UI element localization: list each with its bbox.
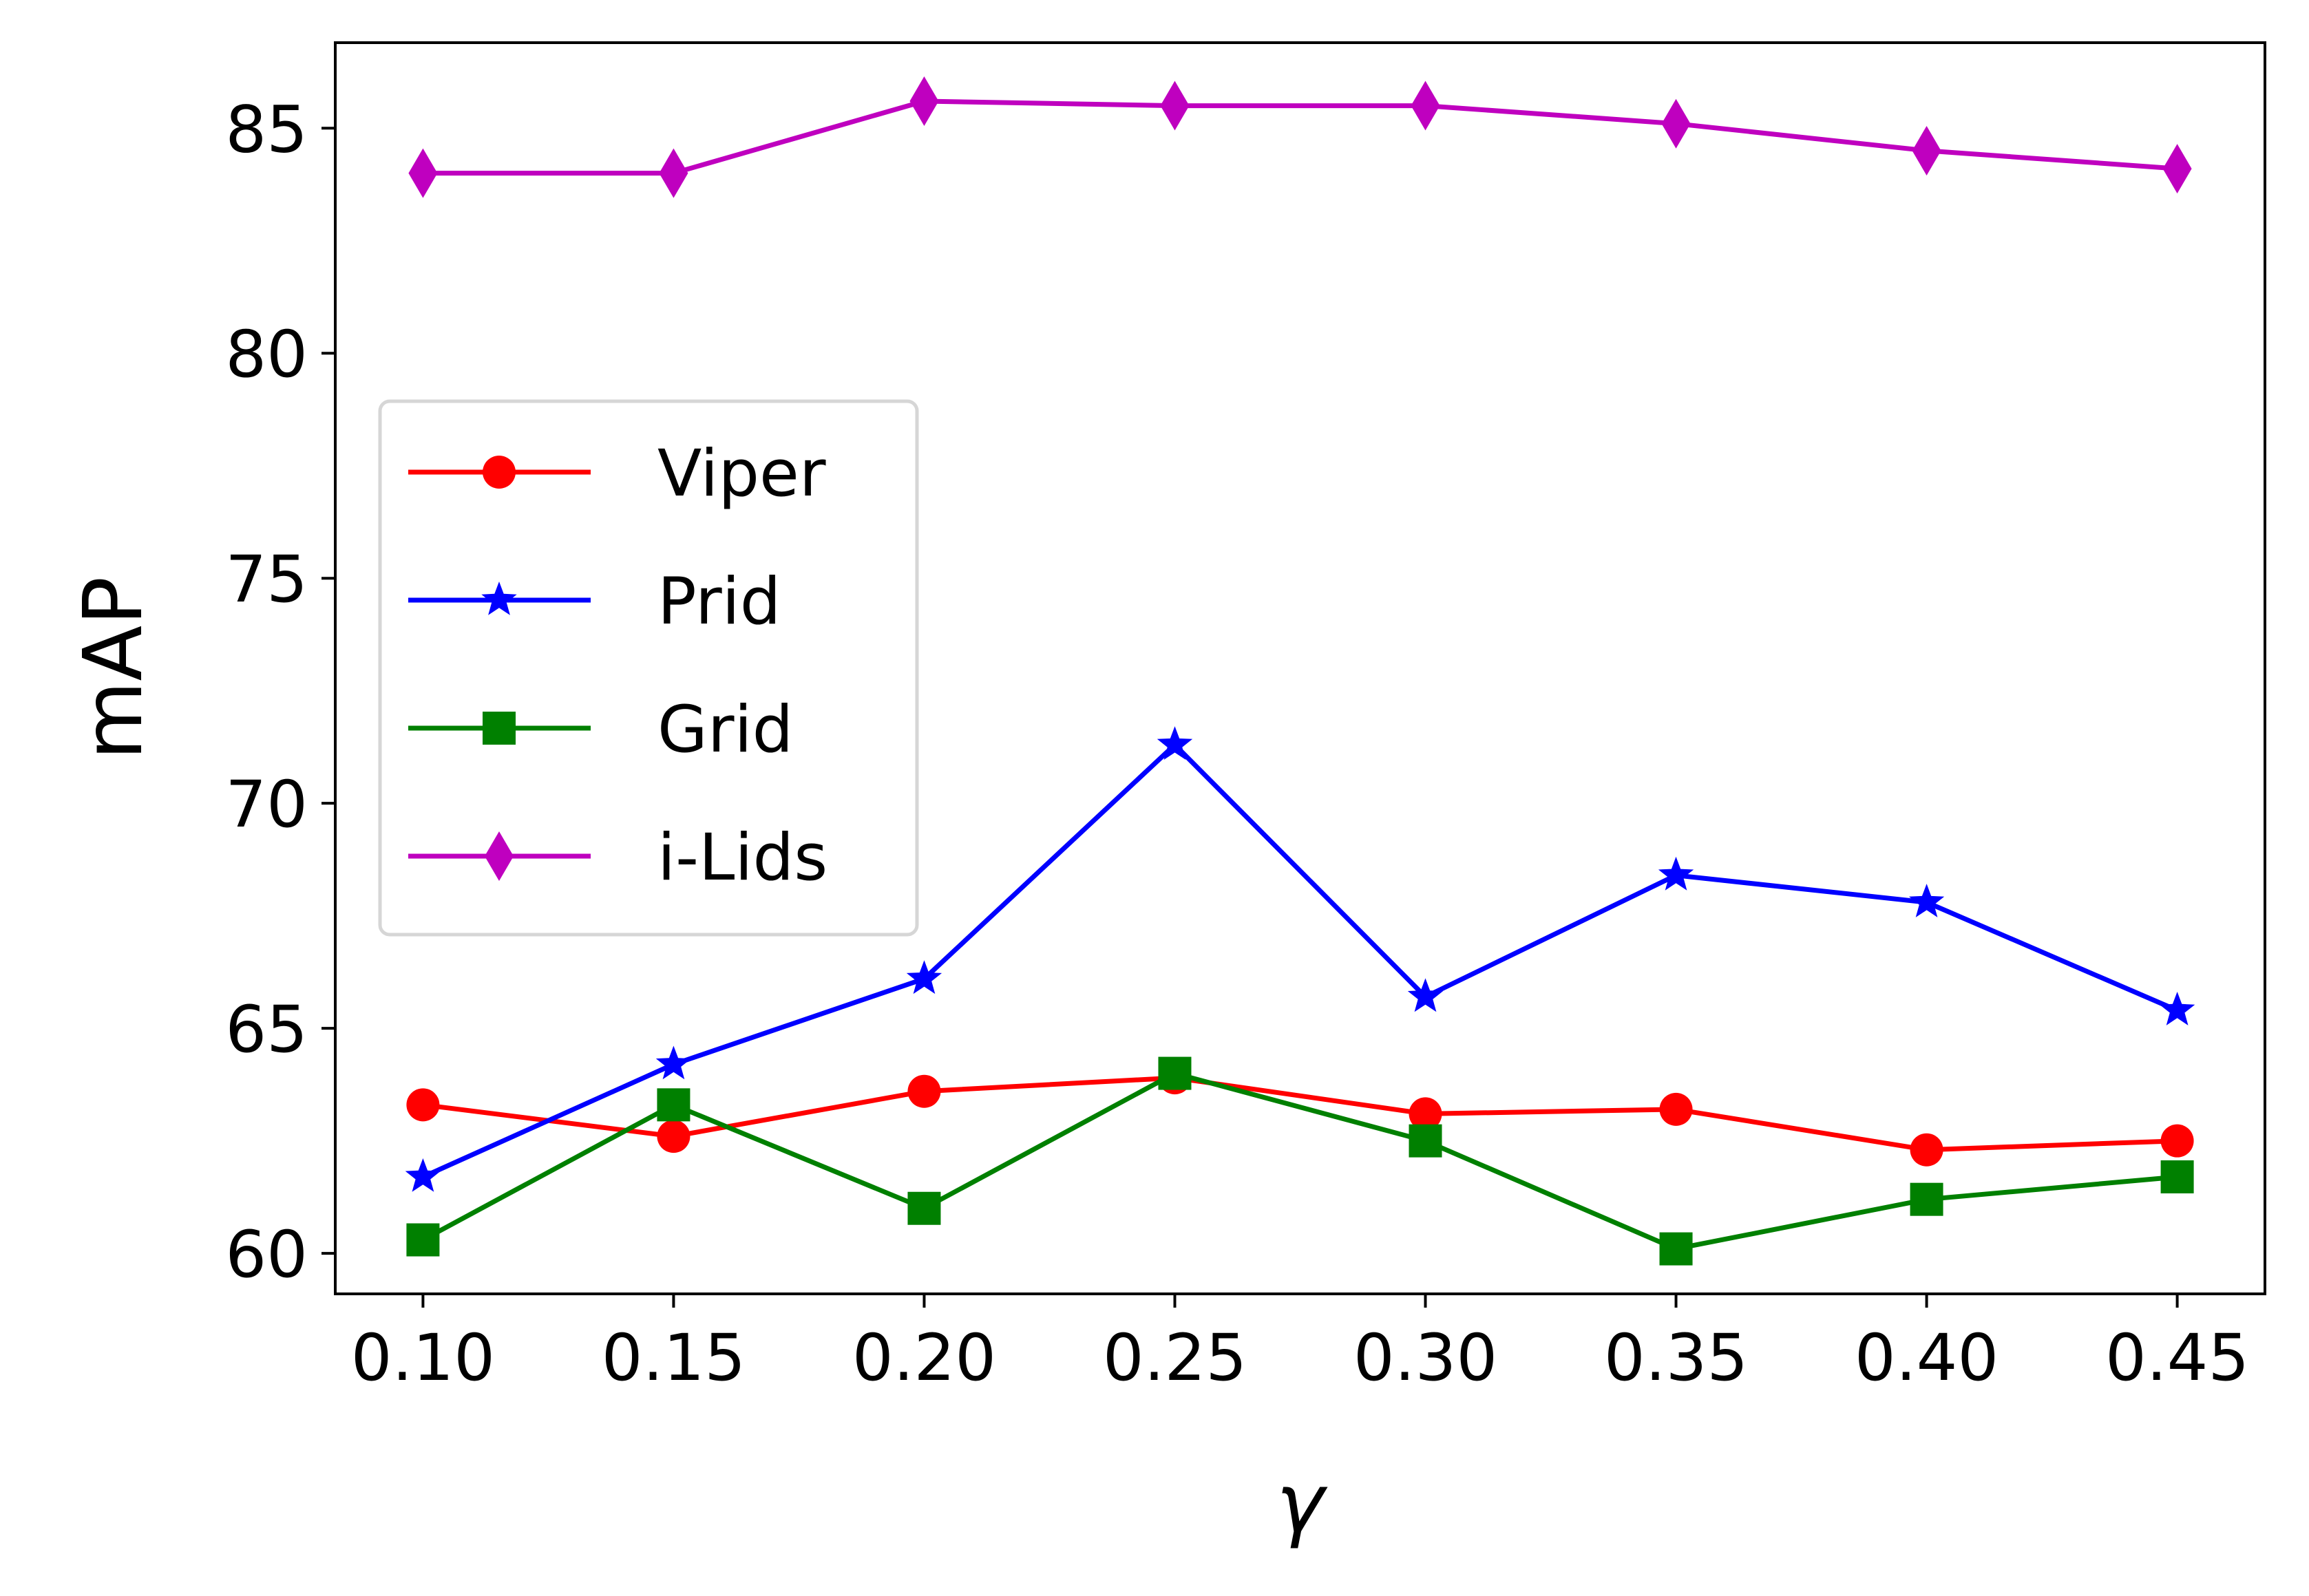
data-point-prid (1658, 856, 1694, 891)
series-grid (406, 1056, 2194, 1266)
data-point-i-lids (1160, 81, 1190, 131)
y-axis-title: mAP (65, 577, 160, 760)
legend-item-i-lids: i-Lids (408, 820, 827, 895)
data-point-i-lids (2162, 144, 2192, 194)
data-point-i-lids (659, 148, 688, 198)
legend-label: Prid (657, 564, 781, 639)
x-axis-title: γ (1276, 1456, 1328, 1551)
legend-label: i-Lids (657, 820, 827, 895)
legend-marker (485, 831, 514, 881)
legend-marker (483, 456, 516, 489)
data-point-viper (2160, 1124, 2194, 1158)
data-point-prid (405, 1158, 441, 1192)
legend-marker (481, 582, 517, 615)
data-point-viper (1910, 1133, 1943, 1167)
data-point-grid (2160, 1160, 2194, 1193)
data-point-viper (907, 1074, 941, 1108)
series-line-viper (422, 1075, 2178, 1153)
legend-item-viper: Viper (408, 436, 826, 511)
series-line-i-lids (423, 98, 2178, 176)
x-tick-label: 0.40 (1855, 1321, 1999, 1396)
data-point-grid (1409, 1124, 1442, 1158)
data-point-grid (907, 1191, 941, 1225)
y-tick-label: 85 (225, 92, 308, 167)
legend-label: Viper (657, 436, 826, 511)
data-point-grid (657, 1088, 690, 1122)
data-point-prid (1157, 726, 1193, 760)
data-point-viper (1409, 1097, 1442, 1131)
legend-label: Grid (657, 692, 793, 767)
data-point-viper (1659, 1092, 1693, 1126)
x-tick-label: 0.20 (852, 1321, 996, 1396)
x-tick-label: 0.45 (2105, 1321, 2249, 1396)
y-tick-label: 70 (225, 767, 308, 842)
data-point-prid (1908, 884, 1945, 917)
x-tick-label: 0.15 (602, 1321, 746, 1396)
y-tick-label: 75 (225, 542, 308, 617)
y-tick-label: 80 (225, 317, 308, 392)
data-point-viper (657, 1120, 690, 1153)
x-tick-label: 0.35 (1604, 1321, 1748, 1396)
data-point-grid (1910, 1182, 1943, 1216)
data-point-grid (1158, 1056, 1192, 1090)
series-line-grid (421, 1071, 2178, 1252)
x-tick-label: 0.10 (351, 1321, 495, 1396)
series-i-lids (408, 76, 2192, 198)
data-point-prid (1407, 978, 1444, 1012)
data-point-grid (1659, 1232, 1693, 1266)
data-point-i-lids (1912, 125, 1941, 175)
series-group (405, 76, 2195, 1266)
data-point-grid (406, 1223, 440, 1257)
y-tick-label: 60 (225, 1217, 308, 1292)
data-point-prid (655, 1045, 692, 1080)
data-point-prid (906, 960, 942, 994)
y-tick-label: 65 (225, 992, 308, 1067)
series-prid (405, 726, 2195, 1192)
data-point-viper (406, 1088, 440, 1122)
plot-frame (334, 41, 2266, 1295)
x-tick-label: 0.25 (1103, 1321, 1247, 1396)
legend-marker (483, 712, 516, 745)
legend-frame (378, 399, 919, 937)
data-point-i-lids (1411, 81, 1440, 131)
legend-item-grid: Grid (408, 692, 793, 767)
data-point-prid (2159, 992, 2195, 1025)
data-point-i-lids (408, 148, 438, 198)
series-line-prid (421, 742, 2178, 1180)
data-point-i-lids (1661, 98, 1691, 149)
legend-item-prid: Prid (408, 564, 781, 639)
axes: 0.10 0.15 0.20 0.25 0.30 0.35 0.40 0.45 60 65 70 75… (65, 41, 2266, 1551)
x-tick-label: 0.30 (1353, 1321, 1497, 1396)
legend: Viper Prid Grid i-Lids (378, 399, 919, 937)
data-point-i-lids (909, 76, 939, 127)
